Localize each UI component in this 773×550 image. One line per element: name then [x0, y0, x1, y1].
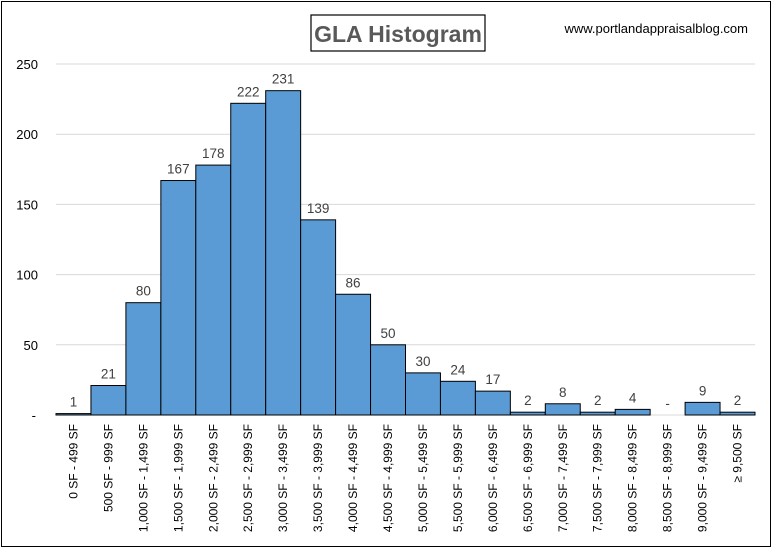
- y-axis-ticks: - 50 100 150 200 250: [16, 57, 38, 423]
- title-box: [310, 14, 486, 52]
- x-tick-label: 0 SF - 499 SF: [66, 424, 80, 499]
- x-tick-label: 7,500 SF - 7,999 SF: [591, 424, 605, 532]
- chart-title: GLA Histogram: [314, 21, 482, 47]
- x-tick-label: 500 SF - 999 SF: [101, 424, 115, 512]
- y-tick-label: 150: [16, 197, 38, 212]
- bar: [335, 293, 372, 416]
- x-tick-label: ≥ 9,500 SF: [731, 424, 745, 483]
- x-tick-label: 5,000 SF - 5,499 SF: [416, 424, 430, 532]
- x-tick-label: 3,000 SF - 3,499 SF: [276, 424, 290, 532]
- bar: [300, 219, 337, 416]
- bar: [474, 390, 511, 416]
- bar: [684, 401, 721, 416]
- data-label: 231: [272, 72, 295, 87]
- data-label: 50: [381, 326, 396, 341]
- data-label: 167: [167, 162, 190, 177]
- data-label: 1: [70, 395, 78, 410]
- bar: [719, 411, 756, 416]
- bar: [405, 372, 441, 416]
- data-label: 139: [307, 201, 330, 216]
- x-tick-label: 8,000 SF - 8,499 SF: [626, 424, 640, 532]
- data-label: 2: [524, 393, 532, 408]
- data-label: 2: [594, 393, 602, 408]
- x-tick-label: 4,500 SF - 4,999 SF: [381, 424, 395, 532]
- x-tick-label: 9,000 SF - 9,499 SF: [696, 424, 710, 532]
- data-label: 17: [485, 372, 500, 387]
- bar: [90, 385, 127, 416]
- bar: [370, 344, 406, 416]
- bar: [509, 411, 546, 416]
- x-tick-label: 1,000 SF - 1,499 SF: [136, 424, 150, 532]
- x-tick-label: 3,500 SF - 3,999 SF: [311, 424, 325, 532]
- x-tick-label: 2,500 SF - 2,999 SF: [241, 424, 255, 532]
- x-tick-label: 6,500 SF - 6,999 SF: [521, 424, 535, 532]
- bars: [55, 90, 756, 416]
- data-label: 9: [699, 383, 707, 398]
- data-label: 80: [136, 284, 151, 299]
- data-label: -: [665, 396, 670, 411]
- bar: [125, 302, 162, 416]
- data-label: 86: [346, 275, 361, 290]
- bar: [439, 380, 476, 416]
- y-tick-label: 200: [16, 127, 38, 142]
- x-axis-ticks: 0 SF - 499 SF 500 SF - 999 SF 1,000 SF - 1…: [66, 424, 744, 532]
- bar: [195, 164, 232, 416]
- data-label: 8: [559, 385, 567, 400]
- bar: [160, 180, 197, 416]
- y-tick-label: 50: [24, 338, 38, 353]
- bar: [614, 408, 651, 416]
- data-label: 2: [734, 393, 742, 408]
- x-tick-label: 1,500 SF - 1,999 SF: [171, 424, 185, 532]
- data-label: 30: [415, 354, 430, 369]
- watermark-url: www.portlandappraisalblog.com: [563, 21, 748, 36]
- x-tick-label: 6,000 SF - 6,499 SF: [486, 424, 500, 532]
- data-label: 222: [237, 84, 260, 99]
- x-tick-label: 8,500 SF - 8,999 SF: [661, 424, 675, 532]
- bar: [544, 403, 581, 416]
- bar: [55, 413, 92, 416]
- bar: [265, 90, 302, 416]
- bar: [230, 102, 267, 416]
- y-tick-label: 250: [16, 57, 38, 72]
- y-tick-label: 100: [16, 268, 38, 283]
- x-tick-label: 5,500 SF - 5,999 SF: [451, 424, 465, 532]
- y-tick-label: -: [32, 408, 36, 423]
- data-label: 21: [101, 367, 116, 382]
- x-tick-label: 4,000 SF - 4,499 SF: [346, 424, 360, 532]
- x-tick-label: 7,000 SF - 7,499 SF: [556, 424, 570, 532]
- data-label: 24: [450, 362, 466, 377]
- data-label: 178: [202, 146, 225, 161]
- bar: [579, 411, 616, 416]
- data-label: 4: [629, 390, 637, 405]
- x-tick-label: 2,000 SF - 2,499 SF: [206, 424, 220, 532]
